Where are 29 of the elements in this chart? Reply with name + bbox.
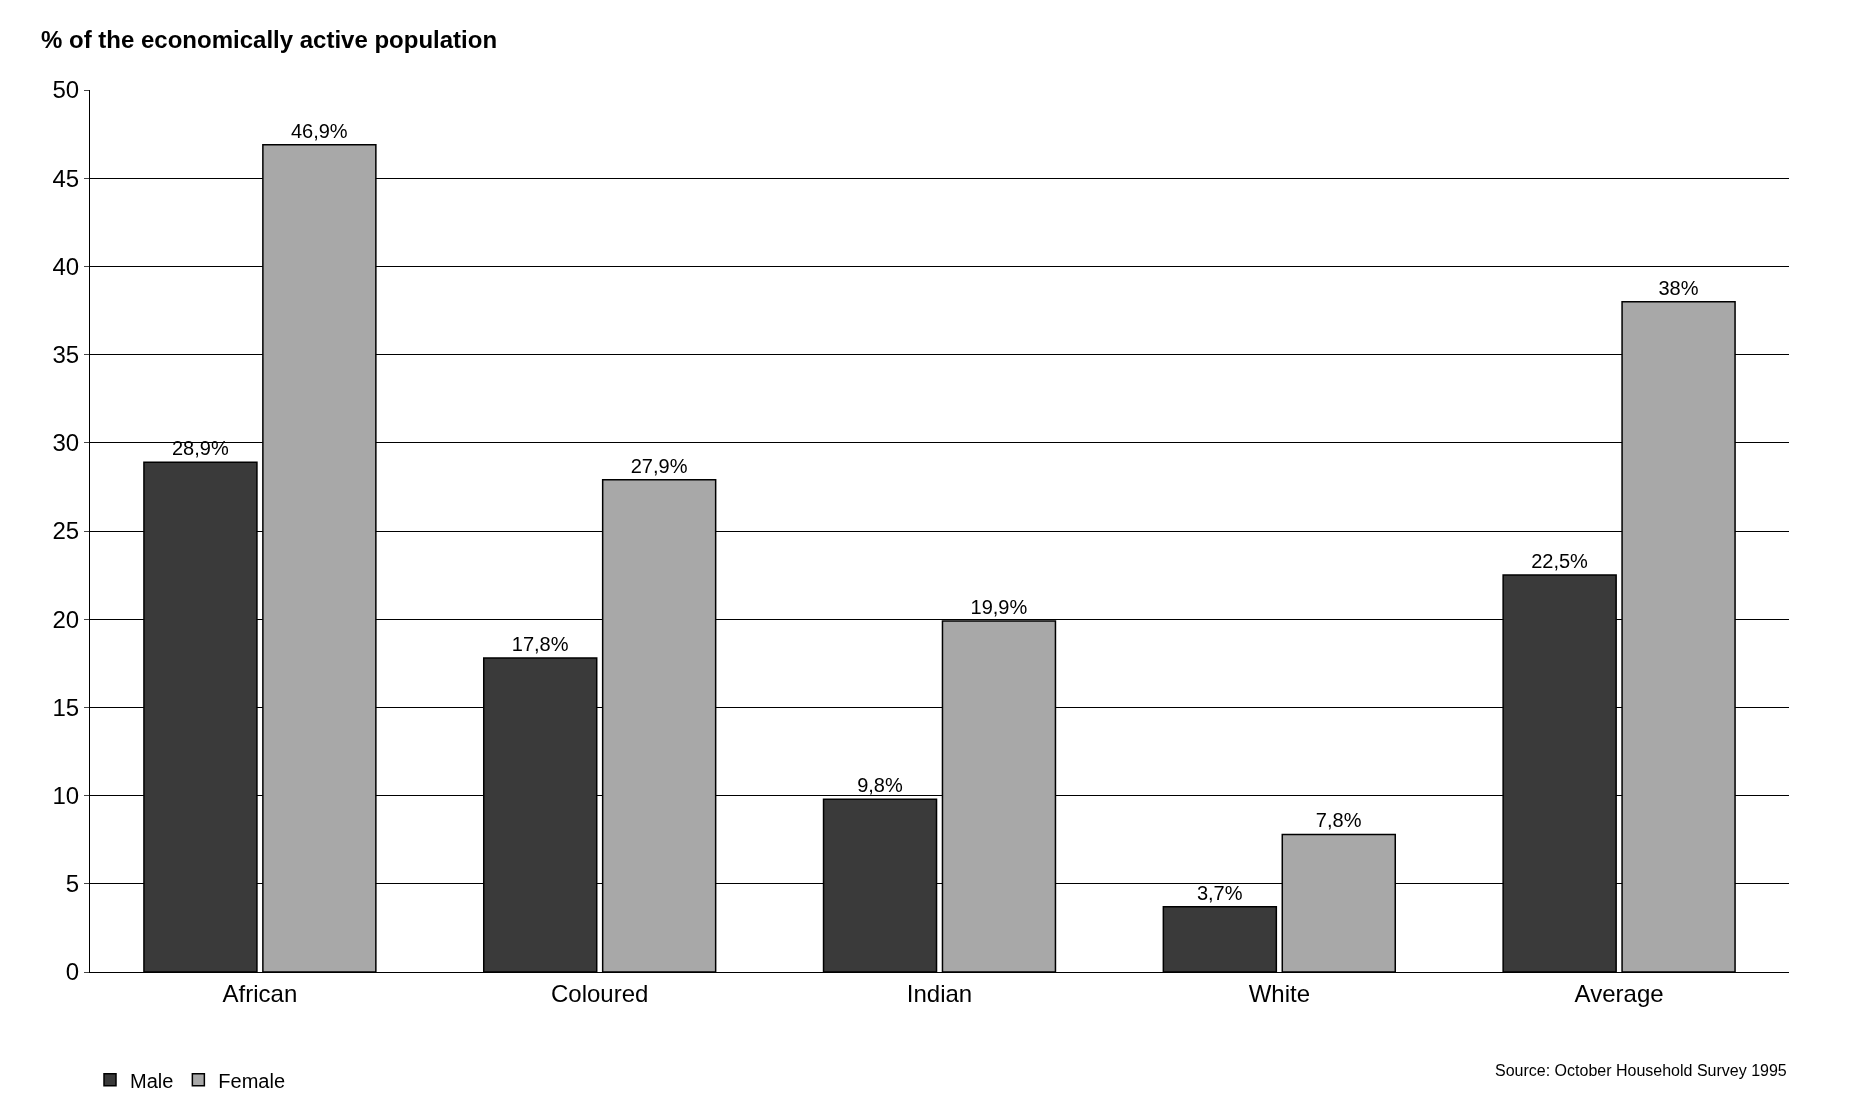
y-tick-label: 20 <box>52 605 80 633</box>
data-label: 38% <box>1658 276 1699 299</box>
data-label: 7,8% <box>1315 809 1362 832</box>
y-tick-label: 50 <box>52 76 80 104</box>
y-tick-label: 40 <box>52 252 80 280</box>
data-label: 46,9% <box>290 119 348 142</box>
y-tick-label: 45 <box>52 164 80 192</box>
data-label: 22,5% <box>1531 550 1589 573</box>
y-tick-label: 10 <box>52 782 80 809</box>
data-label: 19,9% <box>970 595 1028 618</box>
legend-label: Female <box>218 1069 286 1092</box>
data-label: 17,8% <box>511 633 569 656</box>
y-axis-title: % of the economically active population <box>41 26 498 53</box>
y-tick-label: 15 <box>52 693 80 721</box>
y-tick-label: 5 <box>65 870 80 898</box>
y-tick-label: 0 <box>65 958 80 986</box>
x-tick-label: Average <box>1574 979 1664 1007</box>
x-tick-label: White <box>1248 979 1310 1007</box>
x-tick-label: Coloured <box>551 979 649 1007</box>
data-label: 9,8% <box>857 774 903 797</box>
data-label: 27,9% <box>630 454 688 477</box>
x-tick-label: Indian <box>906 979 973 1007</box>
source-note: Source: October Household Survey 1995 <box>1495 1062 1787 1079</box>
legend-label: Male <box>130 1069 174 1092</box>
x-tick-label: African <box>222 979 298 1007</box>
y-tick-label: 25 <box>52 517 80 545</box>
y-tick-label: 30 <box>52 429 80 457</box>
data-label: 3,7% <box>1196 881 1243 904</box>
y-tick-label: 35 <box>52 341 80 368</box>
